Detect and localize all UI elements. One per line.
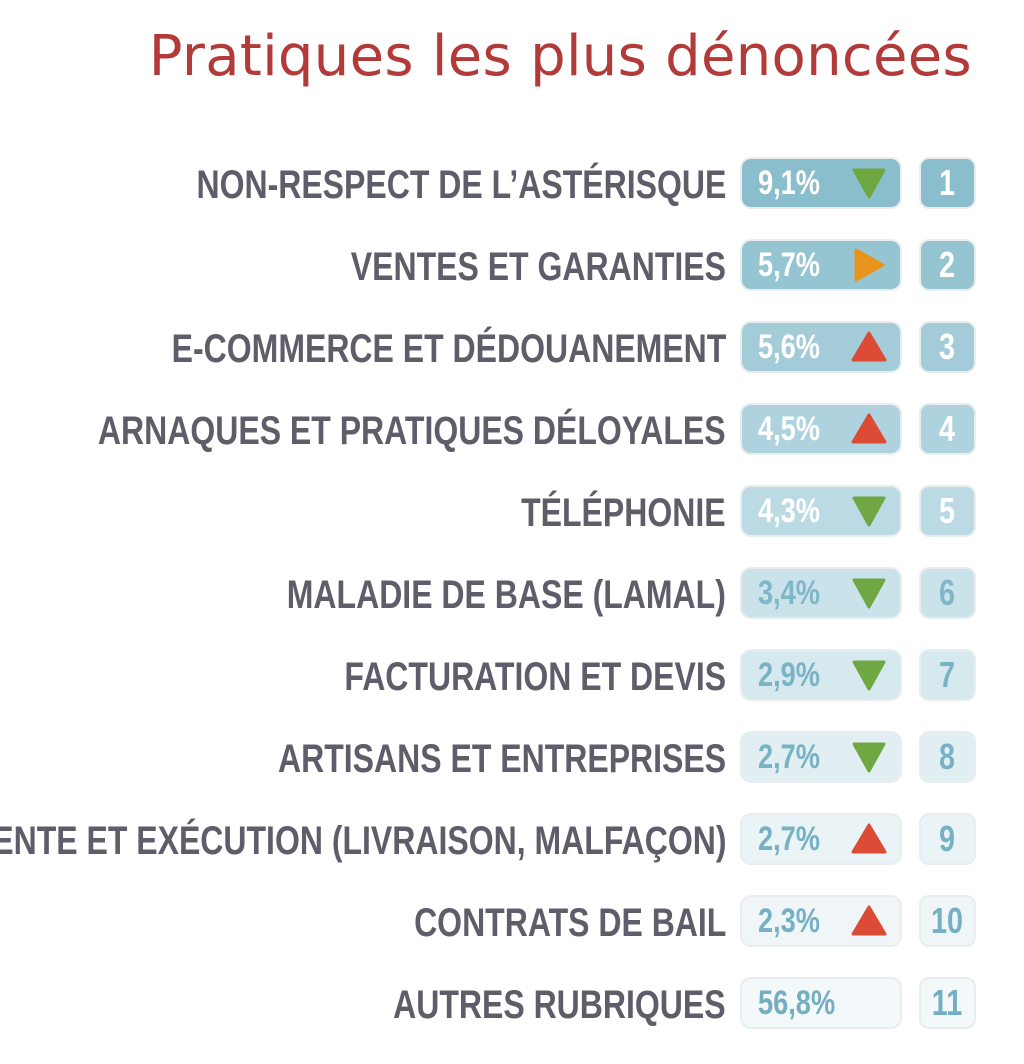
practice-label: ARTISANS ET ENTREPRISES <box>277 737 726 781</box>
percentage-badge: 5,6% <box>740 321 902 373</box>
triangle-up-icon <box>851 331 887 362</box>
percentage-badge: 2,7% <box>740 731 902 783</box>
percentage-badge: 4,3% <box>740 485 902 537</box>
practice-label: VENTES ET GARANTIES <box>350 245 726 289</box>
triangle-up-icon <box>851 905 887 936</box>
practice-label: TÉLÉPHONIE <box>521 491 726 535</box>
percentage-value: 2,3% <box>758 902 820 940</box>
page-title: Pratiques les plus dénoncées <box>148 24 972 89</box>
table-row: E-COMMERCE ET DÉDOUANEMENT 5,6% 3 <box>0 319 1024 401</box>
table-row: VENTE ET EXÉCUTION (LIVRAISON, MALFAÇON)… <box>0 811 1024 893</box>
table-row: ARNAQUES ET PRATIQUES DÉLOYALES 4,5% 4 <box>0 401 1024 483</box>
practices-table: NON-RESPECT DE L’ASTÉRISQUE 9,1% 1 VENTES E… <box>0 155 1024 1057</box>
percentage-badge: 2,3% <box>740 895 902 947</box>
table-row: ARTISANS ET ENTREPRISES 2,7% 8 <box>0 729 1024 811</box>
table-row: TÉLÉPHONIE 4,3% 5 <box>0 483 1024 565</box>
percentage-badge: 5,7% <box>740 239 902 291</box>
rank-number: 5 <box>939 490 956 531</box>
rank-number: 11 <box>932 982 963 1023</box>
rank-number: 1 <box>939 162 956 203</box>
triangle-down-icon <box>852 660 886 691</box>
table-row: MALADIE DE BASE (LAMAL) 3,4% 6 <box>0 565 1024 647</box>
percentage-badge: 9,1% <box>740 157 902 209</box>
percentage-value: 4,5% <box>758 410 820 448</box>
triangle-down-icon <box>852 168 886 199</box>
rank-badge: 8 <box>919 731 976 783</box>
percentage-badge: 3,4% <box>740 567 902 619</box>
triangle-down-icon <box>852 742 886 773</box>
practice-label: AUTRES RUBRIQUES <box>393 983 726 1027</box>
rank-badge: 4 <box>919 403 976 455</box>
percentage-badge: 56,8% <box>740 977 902 1029</box>
triangle-up-icon <box>851 823 887 854</box>
rank-badge: 5 <box>919 485 976 537</box>
table-row: FACTURATION ET DEVIS 2,9% 7 <box>0 647 1024 729</box>
table-row: VENTES ET GARANTIES 5,7% 2 <box>0 237 1024 319</box>
triangle-right-icon <box>854 248 885 282</box>
rank-badge: 7 <box>919 649 976 701</box>
percentage-badge: 2,9% <box>740 649 902 701</box>
triangle-up-icon <box>851 413 887 444</box>
rank-number: 2 <box>939 244 956 285</box>
practice-label: CONTRATS DE BAIL <box>413 901 726 945</box>
rank-number: 10 <box>931 900 964 941</box>
practice-label: E-COMMERCE ET DÉDOUANEMENT <box>171 327 726 371</box>
percentage-value: 56,8% <box>758 984 836 1022</box>
percentage-value: 2,7% <box>758 738 820 776</box>
rank-badge: 3 <box>919 321 976 373</box>
percentage-badge: 4,5% <box>740 403 902 455</box>
rank-number: 4 <box>939 408 956 449</box>
rank-number: 6 <box>939 572 956 613</box>
percentage-value: 3,4% <box>758 574 820 612</box>
rank-badge: 6 <box>919 567 976 619</box>
percentage-value: 2,9% <box>758 656 820 694</box>
practice-label: MALADIE DE BASE (LAMAL) <box>286 573 726 617</box>
rank-badge: 1 <box>919 157 976 209</box>
rank-number: 9 <box>939 818 956 859</box>
rank-badge: 11 <box>919 977 976 1029</box>
percentage-value: 5,6% <box>758 328 820 366</box>
table-row: AUTRES RUBRIQUES 56,8% 11 <box>0 975 1024 1057</box>
practice-label: FACTURATION ET DEVIS <box>344 655 726 699</box>
percentage-value: 2,7% <box>758 820 820 858</box>
triangle-down-icon <box>852 496 886 527</box>
triangle-down-icon <box>852 578 886 609</box>
rank-number: 7 <box>939 654 956 695</box>
percentage-value: 5,7% <box>758 246 820 284</box>
percentage-value: 4,3% <box>758 492 820 530</box>
percentage-value: 9,1% <box>758 164 820 202</box>
practice-label: NON-RESPECT DE L’ASTÉRISQUE <box>196 163 726 207</box>
rank-badge: 2 <box>919 239 976 291</box>
table-row: CONTRATS DE BAIL 2,3% 10 <box>0 893 1024 975</box>
practice-label: ARNAQUES ET PRATIQUES DÉLOYALES <box>98 409 726 453</box>
percentage-badge: 2,7% <box>740 813 902 865</box>
table-row: NON-RESPECT DE L’ASTÉRISQUE 9,1% 1 <box>0 155 1024 237</box>
rank-badge: 10 <box>919 895 976 947</box>
rank-number: 3 <box>939 326 956 367</box>
rank-badge: 9 <box>919 813 976 865</box>
rank-number: 8 <box>939 736 956 777</box>
practice-label: VENTE ET EXÉCUTION (LIVRAISON, MALFAÇON) <box>0 819 726 863</box>
